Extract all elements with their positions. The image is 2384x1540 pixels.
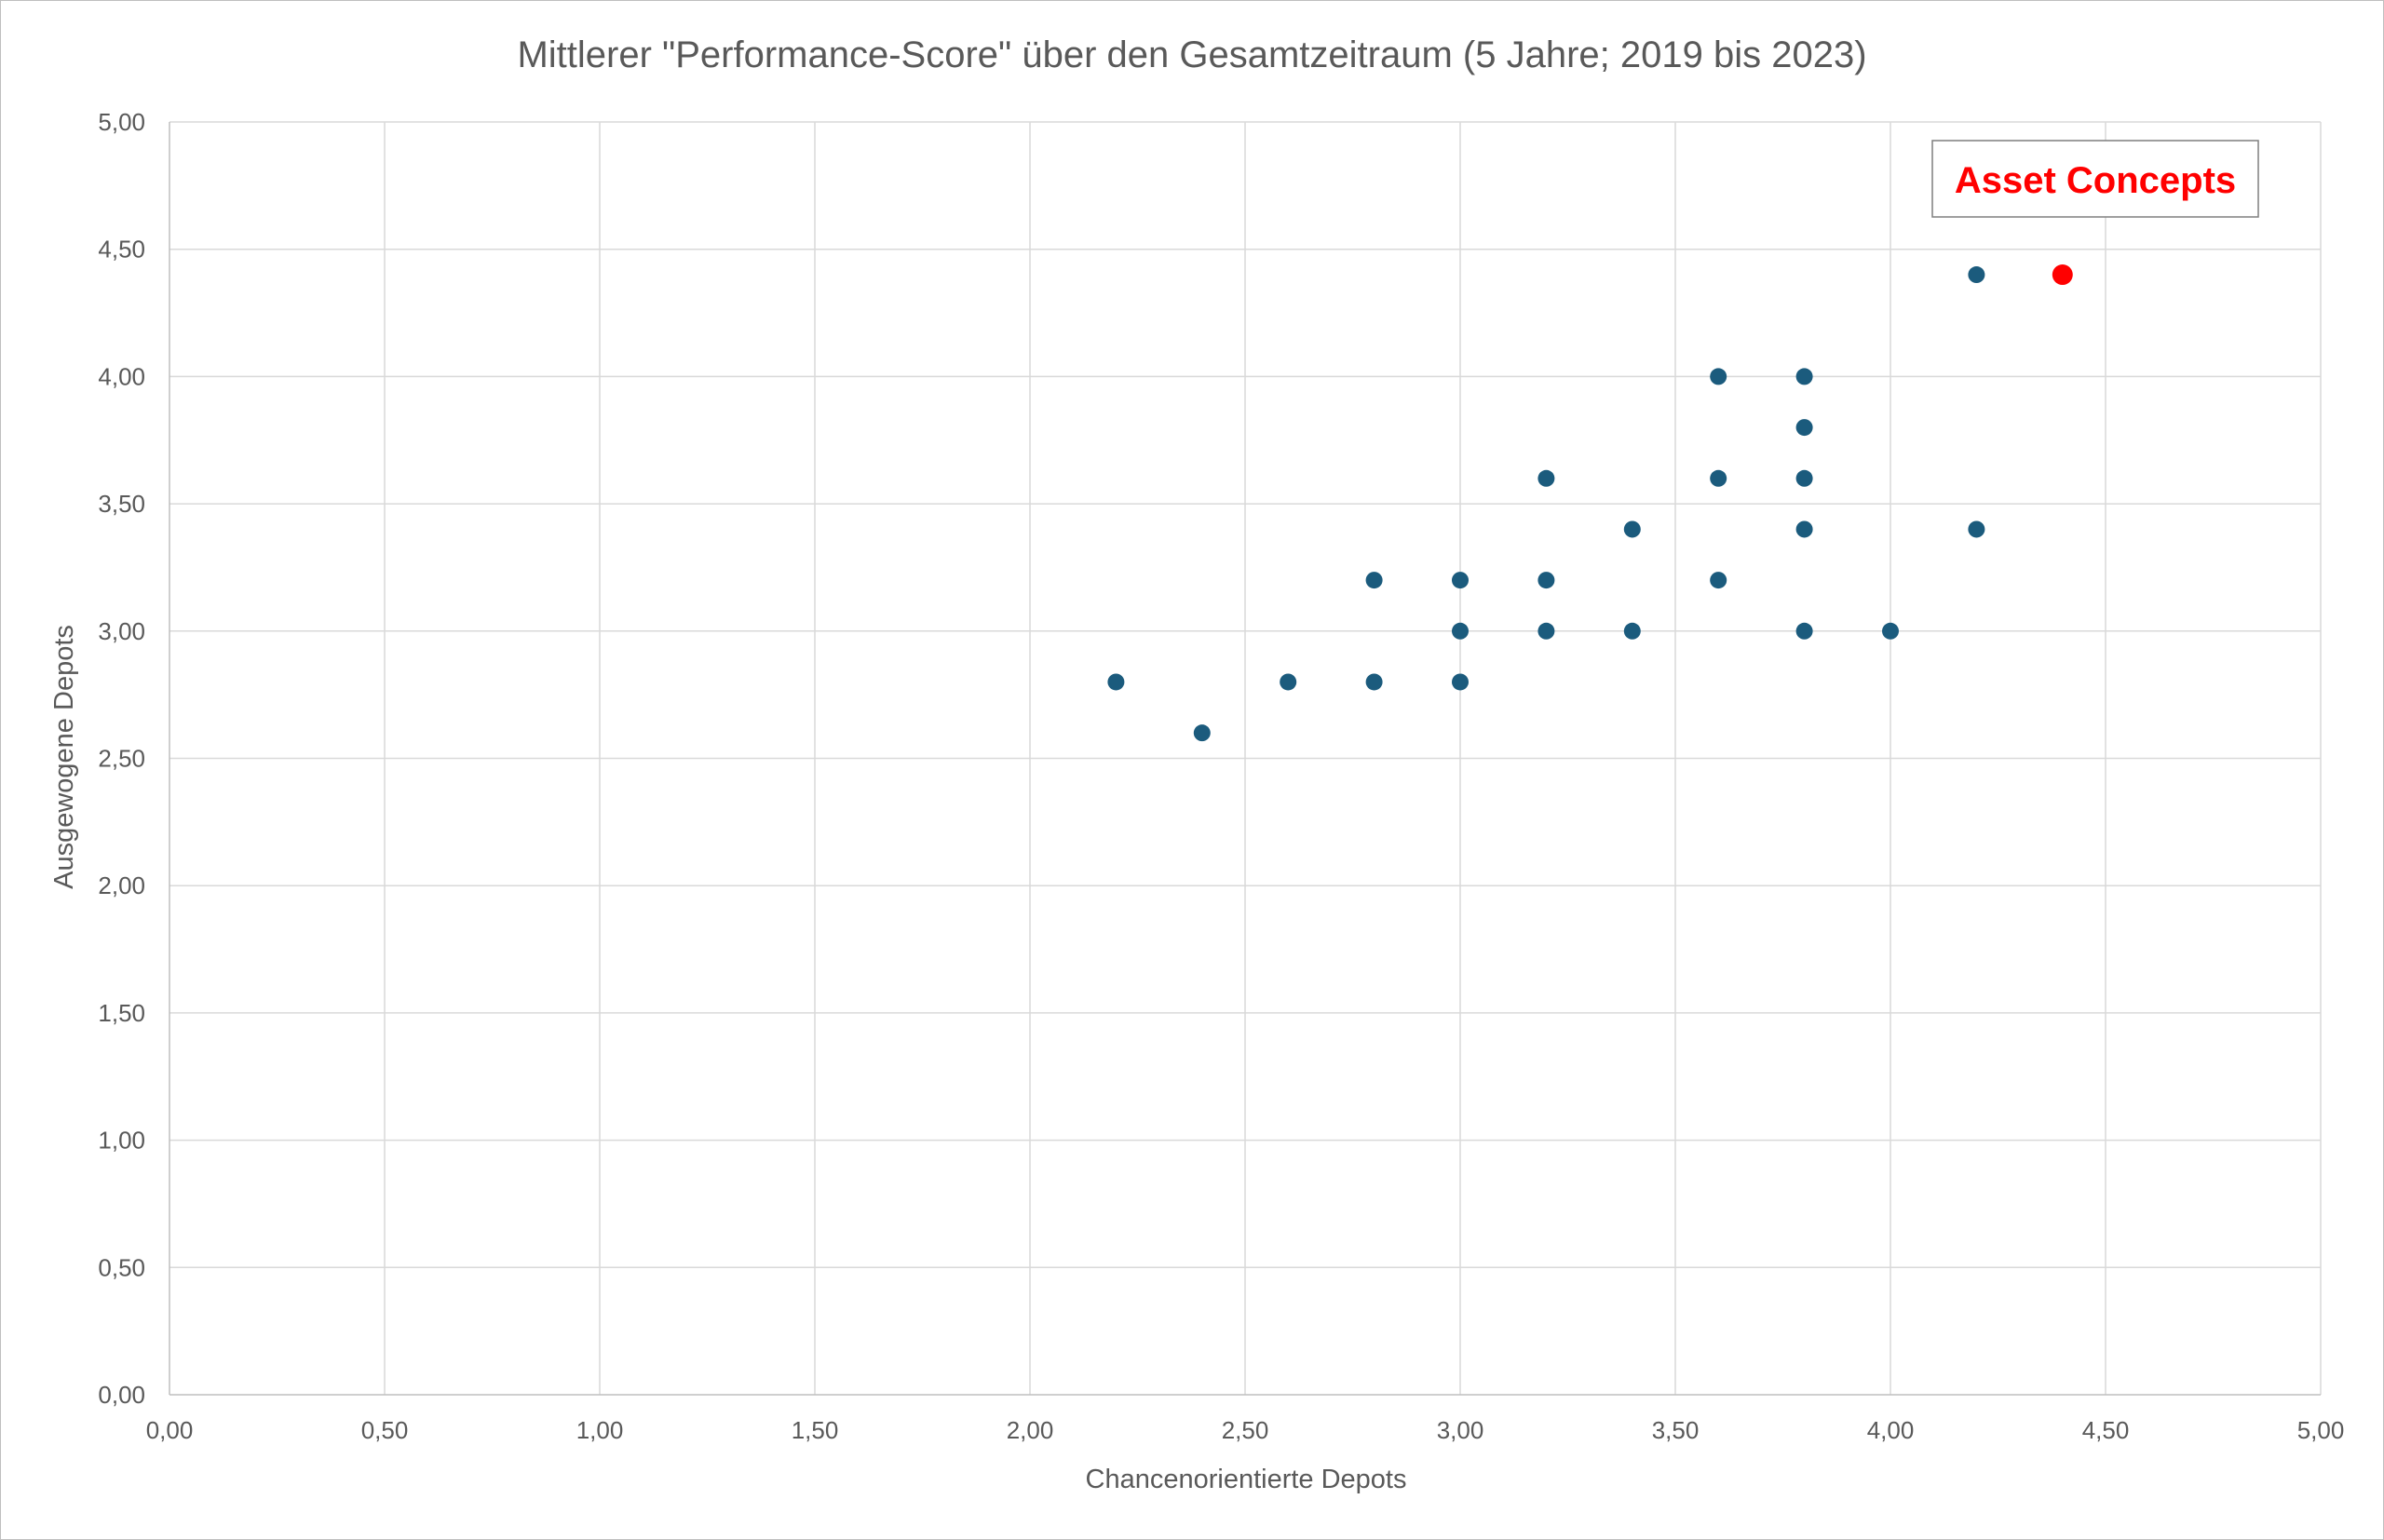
x-axis-label: Chancenorientierte Depots (1086, 1465, 1407, 1494)
data-point (1968, 520, 1985, 538)
chart-title: Mittlerer "Performance-Score" über den G… (517, 34, 1866, 75)
y-tick-label: 2,50 (98, 745, 145, 773)
data-point (1710, 572, 1727, 589)
callout-box: Asset Concepts (1931, 140, 2259, 218)
y-tick-label: 1,50 (98, 999, 145, 1027)
y-tick-label: 1,00 (98, 1127, 145, 1155)
y-axis-label: Ausgewogene Depots (49, 625, 79, 889)
y-tick-label: 2,00 (98, 871, 145, 899)
data-point (1537, 572, 1555, 589)
data-point (1193, 724, 1211, 742)
x-tick-labels: 0,00 0,50 1,00 1,50 2,00 2,50 3,00 3,50 4,00 4,50… (146, 1416, 2345, 1444)
x-tick-label: 3,50 (1652, 1416, 1700, 1444)
y-tick-label: 5,00 (98, 108, 145, 136)
y-tick-label: 0,00 (98, 1381, 145, 1409)
y-tick-label: 4,00 (98, 362, 145, 390)
x-tick-label: 4,50 (2082, 1416, 2130, 1444)
y-tick-labels: 0,00 0,50 1,00 1,50 2,00 2,50 3,00 3,50 4,00 4,50… (98, 108, 145, 1409)
data-point-asset-concepts (2052, 264, 2073, 286)
data-point (1968, 266, 1985, 284)
y-tick-label: 3,00 (98, 617, 145, 645)
data-point (1452, 622, 1469, 640)
x-tick-label: 2,50 (1222, 1416, 1269, 1444)
data-point (1623, 520, 1641, 538)
data-point (1795, 419, 1813, 437)
data-point (1365, 673, 1383, 691)
data-point (1795, 622, 1813, 640)
data-point (1537, 469, 1555, 487)
y-tick-label: 4,50 (98, 236, 145, 263)
data-point (1452, 673, 1469, 691)
grid-lines (169, 121, 2322, 1395)
callout-label: Asset Concepts (1955, 160, 2236, 201)
data-point (1365, 572, 1383, 589)
data-point (1280, 673, 1297, 691)
x-tick-label: 0,50 (361, 1416, 409, 1444)
data-point (1452, 572, 1469, 589)
x-tick-label: 2,00 (1007, 1416, 1054, 1444)
x-tick-label: 4,00 (1867, 1416, 1915, 1444)
y-tick-label: 0,50 (98, 1253, 145, 1281)
x-tick-label: 1,00 (576, 1416, 624, 1444)
data-point (1795, 368, 1813, 385)
y-tick-label: 3,50 (98, 490, 145, 518)
data-points (1107, 264, 2073, 742)
data-point (1710, 368, 1727, 385)
data-point (1795, 520, 1813, 538)
data-point (1795, 469, 1813, 487)
data-point (1107, 673, 1125, 691)
x-tick-label: 0,00 (146, 1416, 194, 1444)
data-point (1537, 622, 1555, 640)
x-tick-label: 5,00 (2297, 1416, 2345, 1444)
x-tick-label: 3,00 (1437, 1416, 1484, 1444)
data-point (1710, 469, 1727, 487)
data-point (1882, 622, 1899, 640)
x-tick-label: 1,50 (792, 1416, 839, 1444)
data-point (1623, 622, 1641, 640)
axes (169, 122, 2321, 1396)
